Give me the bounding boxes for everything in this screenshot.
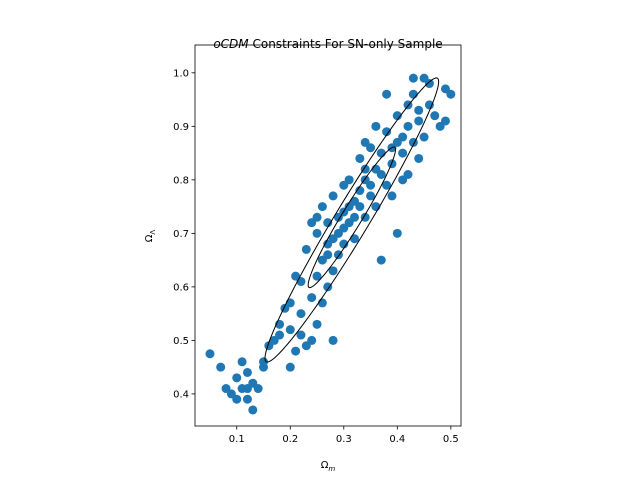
x-tick-label: 0.5	[443, 434, 459, 445]
point	[296, 330, 306, 340]
point	[232, 394, 242, 404]
point	[371, 121, 381, 131]
point	[323, 250, 333, 260]
point	[312, 319, 322, 329]
chart-title: oCDM Constraints For SN-only Sample	[213, 37, 442, 51]
point	[376, 148, 386, 158]
y-label-symbol: Ω	[144, 234, 155, 242]
point	[355, 153, 365, 163]
y-tick-label: 0.6	[173, 282, 189, 293]
x-label-symbol: Ω	[321, 460, 329, 471]
point	[301, 244, 311, 254]
point	[392, 228, 402, 238]
point	[333, 212, 343, 222]
x-tick-label: 0.4	[389, 434, 405, 445]
point	[376, 169, 386, 179]
point	[237, 357, 247, 367]
point	[355, 202, 365, 212]
point	[259, 357, 269, 367]
point	[430, 111, 440, 121]
point	[317, 202, 327, 212]
x-axis-label: Ωm	[321, 460, 336, 473]
point	[355, 186, 365, 196]
point	[339, 239, 349, 249]
point	[419, 132, 429, 142]
point	[328, 234, 338, 244]
point	[216, 362, 226, 372]
point	[275, 330, 285, 340]
point	[248, 405, 258, 415]
point	[414, 116, 424, 126]
point	[291, 346, 301, 356]
y-tick-label: 0.7	[173, 229, 189, 240]
point	[414, 153, 424, 163]
point	[360, 137, 370, 147]
point	[232, 373, 242, 383]
point	[382, 127, 392, 137]
point	[307, 335, 317, 345]
point	[285, 298, 295, 308]
y-tick-label: 0.9	[173, 122, 189, 133]
y-tick-label: 1.0	[173, 68, 189, 79]
point	[312, 212, 322, 222]
point	[339, 223, 349, 233]
point	[366, 180, 376, 190]
point	[382, 180, 392, 190]
contour-ellipse	[307, 146, 396, 289]
y-tick-label: 0.4	[173, 389, 189, 400]
point	[403, 169, 413, 179]
point	[382, 89, 392, 99]
y-axis-label: ΩΛ	[144, 230, 157, 243]
point	[285, 362, 295, 372]
point	[360, 212, 370, 222]
point	[414, 105, 424, 115]
point	[408, 89, 418, 99]
point	[398, 148, 408, 158]
y-tick-label: 0.8	[173, 175, 189, 186]
point	[387, 191, 397, 201]
point	[242, 394, 252, 404]
plot-frame	[194, 44, 462, 427]
point	[349, 234, 359, 244]
point	[366, 191, 376, 201]
point	[205, 349, 215, 359]
point	[424, 100, 434, 110]
x-tick-label: 0.3	[336, 434, 352, 445]
point	[285, 325, 295, 335]
point	[312, 271, 322, 281]
title-italic: oCDM	[213, 37, 249, 51]
point	[360, 164, 370, 174]
point	[424, 79, 434, 89]
point	[440, 116, 450, 126]
x-tick-label: 0.1	[229, 434, 245, 445]
point	[291, 271, 301, 281]
point	[328, 335, 338, 345]
point	[328, 191, 338, 201]
point	[339, 180, 349, 190]
y-tick-label: 0.5	[173, 336, 189, 347]
point	[408, 73, 418, 83]
point	[392, 111, 402, 121]
point	[446, 89, 456, 99]
point	[253, 384, 263, 394]
title-text: Constraints For SN-only Sample	[252, 37, 442, 51]
y-label-subscript: Λ	[149, 230, 157, 235]
point	[403, 121, 413, 131]
point	[398, 132, 408, 142]
x-tick-label: 0.2	[282, 434, 298, 445]
point	[307, 293, 317, 303]
point	[323, 282, 333, 292]
point	[349, 212, 359, 222]
point	[242, 367, 252, 377]
point	[323, 218, 333, 228]
point	[317, 298, 327, 308]
contour-ellipse	[264, 77, 440, 363]
x-label-subscript: m	[328, 465, 335, 473]
point	[344, 202, 354, 212]
point	[312, 228, 322, 238]
point	[296, 309, 306, 319]
point	[328, 266, 338, 276]
point	[376, 255, 386, 265]
